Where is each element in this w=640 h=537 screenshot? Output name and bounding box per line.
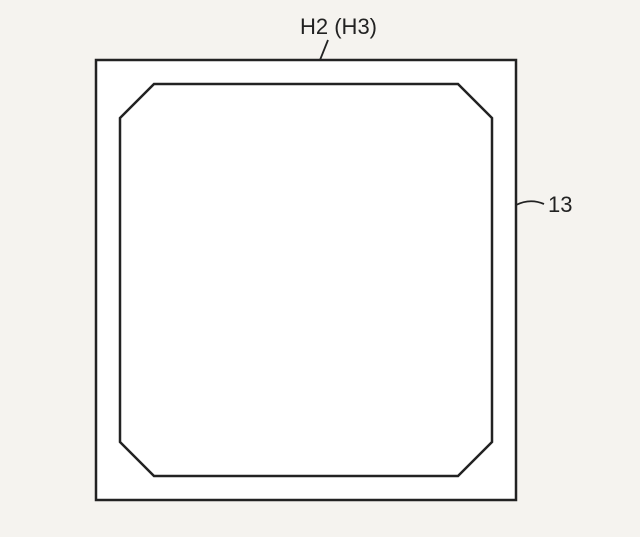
leader-top — [320, 40, 328, 60]
label-top: H2 (H3) — [300, 14, 377, 40]
leader-right — [516, 201, 544, 205]
inner-octagon — [120, 84, 492, 476]
label-right: 13 — [548, 192, 572, 218]
diagram-stage: H2 (H3) 13 — [0, 0, 640, 537]
diagram-svg — [0, 0, 640, 537]
